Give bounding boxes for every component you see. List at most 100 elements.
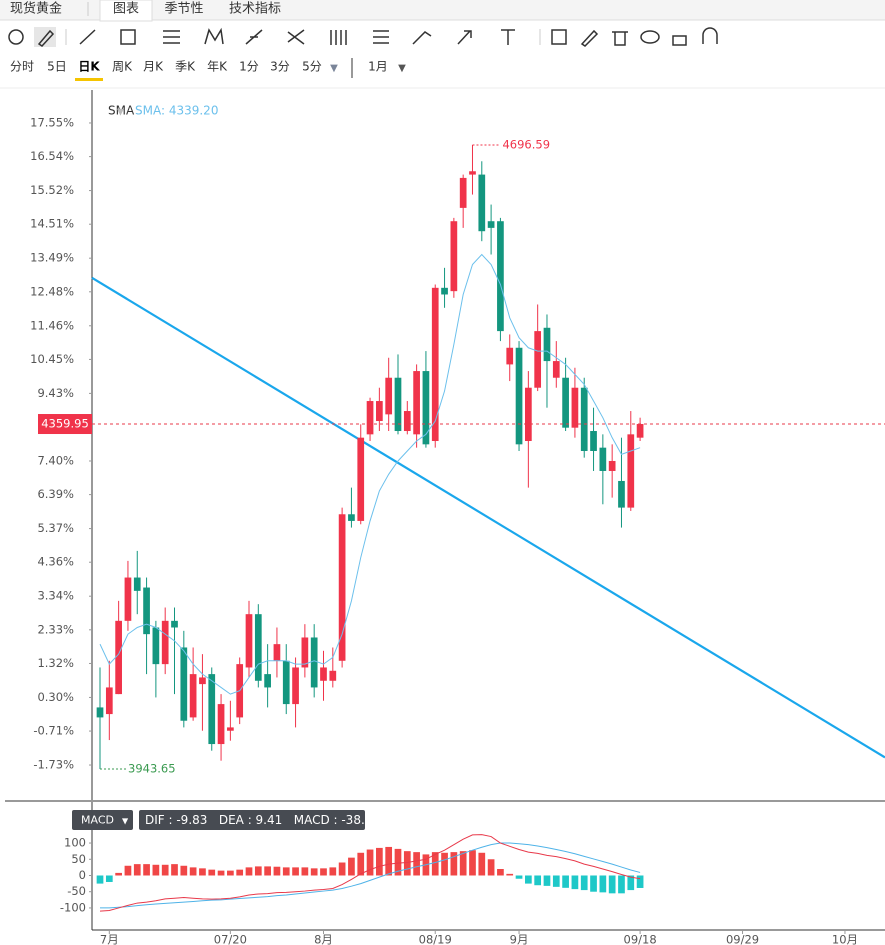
- y-tick-label: 9.43%: [37, 386, 74, 400]
- tool-icon[interactable]: [8, 29, 24, 45]
- candle-body: [301, 637, 309, 668]
- range-arrow[interactable]: ▼: [398, 63, 406, 74]
- macd-bar: [133, 864, 141, 876]
- tool-icon[interactable]: [287, 29, 305, 45]
- period-button[interactable]: 1分: [239, 60, 259, 74]
- candle-body: [580, 387, 588, 451]
- macd-bar: [469, 850, 476, 876]
- y-tick-label: 11.46%: [30, 318, 74, 332]
- macd-bar: [385, 846, 393, 876]
- candle-body: [161, 620, 169, 665]
- macd-bar: [338, 862, 346, 876]
- tool-icon[interactable]: [672, 35, 687, 46]
- tool-icon[interactable]: [580, 29, 599, 47]
- period-button[interactable]: 月K: [143, 60, 164, 74]
- period-button[interactable]: 3分: [270, 60, 290, 74]
- active-tab[interactable]: [99, 0, 153, 22]
- candle-body: [413, 371, 420, 435]
- sma-line: [99, 253, 641, 695]
- period-button[interactable]: 周K: [112, 60, 133, 74]
- indicator-readout: DIF : -9.83 DEA : 9.41 MACD : -38.48: [145, 813, 380, 827]
- candle-body: [515, 347, 523, 445]
- candle-body: [189, 674, 197, 718]
- y-tick-label: 10.45%: [30, 352, 74, 366]
- macd-bar: [292, 867, 299, 876]
- indicator-arrow[interactable]: ▼: [122, 817, 129, 826]
- trend-line: [91, 276, 885, 759]
- macd-y-tick-label: 0: [79, 868, 86, 882]
- y-tick-label: 14.51%: [30, 217, 74, 231]
- macd-bar: [487, 859, 495, 876]
- x-tick-label: 07/20: [214, 933, 247, 945]
- macd-bar: [506, 873, 514, 876]
- indicator-select[interactable]: [72, 810, 133, 830]
- tool-icon[interactable]: [120, 29, 136, 45]
- period-button[interactable]: 日K: [78, 60, 100, 74]
- candle-body: [133, 577, 141, 591]
- tool-icon[interactable]: [79, 29, 96, 45]
- candle-body: [543, 327, 551, 362]
- period-bar: 分时 5日 日K 周K 月K 季K 年K 1分 3分 5分 ▼ 1月 ▼: [10, 58, 406, 81]
- drawing-toolbar: [8, 27, 718, 47]
- candle-body: [320, 667, 327, 681]
- tab[interactable]: 图表: [113, 2, 139, 17]
- candle-body: [636, 424, 644, 438]
- legend-arrow[interactable]: ▼: [117, 108, 124, 118]
- tool-icon[interactable]: [330, 30, 347, 45]
- macd-bar: [403, 851, 411, 876]
- tool-icon[interactable]: [245, 29, 263, 45]
- candle-body: [115, 620, 122, 695]
- indicator-name[interactable]: MACD: [81, 814, 114, 827]
- macd-bar: [580, 875, 588, 891]
- macd-bar: [329, 867, 337, 876]
- candle-body: [497, 221, 504, 332]
- tool-icon[interactable]: [163, 30, 180, 44]
- macd-y-tick-label: -100: [60, 900, 86, 914]
- macd-bar: [497, 869, 504, 876]
- tool-icon[interactable]: [204, 27, 224, 45]
- tool-icon[interactable]: [702, 27, 718, 44]
- macd-bar: [217, 870, 225, 876]
- period-button[interactable]: 5日: [47, 60, 67, 74]
- period-button[interactable]: 年K: [207, 60, 228, 74]
- instrument-name: 现货黄金: [10, 1, 62, 17]
- tab-bar: [0, 0, 885, 20]
- tool-icon[interactable]: [501, 29, 515, 45]
- candle-body: [227, 727, 234, 731]
- tab[interactable]: 技术指标: [229, 2, 281, 17]
- candle-body: [105, 687, 113, 715]
- y-tick-label: 0.30%: [37, 690, 74, 704]
- period-button[interactable]: 分时: [10, 60, 34, 74]
- tool-icon[interactable]: [412, 31, 432, 45]
- candle-body: [96, 707, 104, 718]
- candle-body: [618, 480, 625, 508]
- x-tick-label: 9月: [510, 933, 529, 945]
- period-button[interactable]: 季K: [175, 60, 196, 74]
- candle-body: [376, 401, 383, 422]
- range-select[interactable]: 1月: [368, 60, 388, 74]
- candle-body: [459, 177, 467, 208]
- candle-body: [441, 287, 448, 295]
- tab[interactable]: 季节性: [164, 2, 203, 17]
- tool-icon[interactable]: [457, 30, 472, 45]
- y-tick-label: 7.40%: [37, 453, 74, 467]
- candle-body: [450, 221, 458, 292]
- candle-body: [264, 674, 271, 688]
- x-tick-label: 10月: [832, 933, 858, 945]
- candle-body: [562, 377, 569, 428]
- candle-body: [590, 431, 597, 451]
- macd-bar: [161, 864, 169, 876]
- period-button[interactable]: 5分: [302, 60, 322, 74]
- y-tick-label: 5.37%: [37, 521, 74, 535]
- x-tick-label: 8月: [314, 933, 333, 945]
- macd-bar: [143, 864, 150, 876]
- macd-bar: [450, 852, 458, 876]
- tool-icon[interactable]: [373, 30, 389, 44]
- macd-bar: [208, 869, 216, 876]
- tool-icon[interactable]: [37, 29, 55, 47]
- tool-icon[interactable]: [640, 30, 660, 44]
- more-arrow[interactable]: ▼: [330, 63, 338, 74]
- tool-icon[interactable]: [551, 29, 567, 45]
- tool-icon[interactable]: [612, 31, 628, 46]
